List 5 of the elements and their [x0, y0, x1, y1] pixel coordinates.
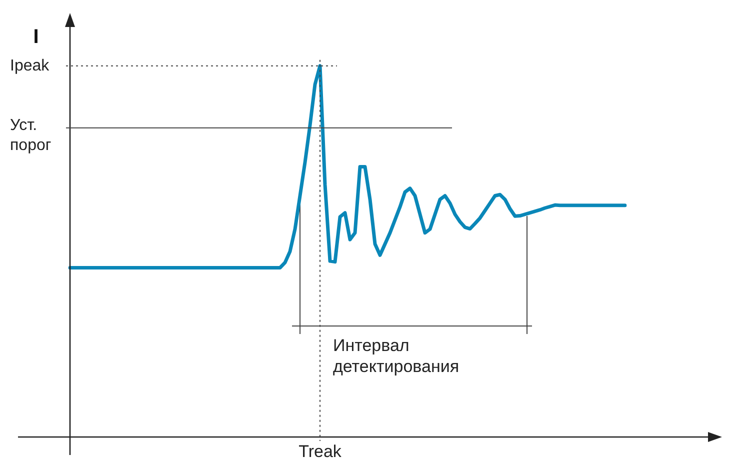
text: Treak — [298, 442, 342, 462]
ref-line-label: Уст. порог — [10, 117, 52, 154]
ref-line-label: Ipeak — [10, 57, 50, 74]
annotation: Интервал детектирования — [333, 336, 460, 376]
y-axis-title: I — [33, 26, 39, 48]
